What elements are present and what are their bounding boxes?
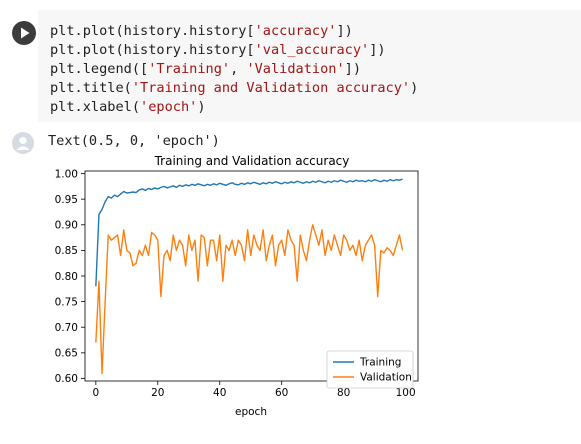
code-string: 'epoch' — [140, 99, 198, 115]
code-editor[interactable]: plt.plot(history.history['accuracy']) plt… — [38, 10, 581, 122]
code-token: plt.plot(history.history[ — [50, 23, 255, 39]
code-token: , — [230, 61, 247, 77]
x-tick-label: 80 — [337, 387, 350, 399]
y-tick-label: 1.00 — [55, 168, 78, 180]
x-tick-label: 0 — [92, 387, 99, 399]
y-tick-label: 0.65 — [55, 348, 78, 360]
code-string: 'Training and Validation accuracy' — [131, 80, 411, 96]
x-tick-label: 40 — [213, 387, 226, 399]
legend-training-label: Training — [359, 357, 401, 369]
x-tick-label: 60 — [275, 387, 288, 399]
x-tick-label: 100 — [396, 387, 416, 399]
code-token: ]) — [336, 23, 353, 39]
code-line: plt.plot(history.history['val_accuracy']… — [50, 41, 386, 59]
y-tick-label: 0.80 — [55, 271, 78, 283]
legend: Training Validation — [326, 350, 414, 389]
series-line-validation — [95, 224, 404, 375]
x-tick-label: 20 — [151, 387, 164, 399]
code-cell[interactable]: plt.plot(history.history['accuracy']) plt… — [0, 10, 581, 122]
series-line-training — [95, 178, 403, 287]
output-text: Text(0.5, 0, 'epoch') — [48, 133, 220, 149]
y-tick-label: 0.90 — [55, 220, 78, 232]
code-line: plt.plot(history.history['accuracy']) — [50, 22, 353, 40]
x-axis-label: epoch — [235, 406, 267, 418]
play-icon — [21, 27, 30, 39]
code-token: ) — [410, 80, 419, 96]
code-string: 'val_accuracy' — [254, 42, 370, 58]
legend-validation-label: Validation — [360, 372, 412, 384]
y-tick-label: 0.75 — [55, 296, 78, 308]
code-string: 'Training' — [148, 61, 231, 77]
code-string: 'accuracy' — [254, 23, 337, 39]
y-tick-label: 0.70 — [55, 322, 78, 334]
code-line: plt.xlabel('epoch') — [50, 98, 206, 116]
code-string: 'Validation' — [246, 61, 345, 77]
code-token: plt.title( — [50, 80, 132, 96]
code-line: plt.legend(['Training', 'Validation']) — [50, 60, 361, 78]
y-tick-label: 0.85 — [55, 245, 78, 257]
legend-box — [326, 350, 414, 389]
code-token: ]) — [369, 42, 386, 58]
user-output-icon — [16, 136, 30, 150]
chart-title: Training and Validation accuracy — [154, 154, 350, 168]
code-token: plt.xlabel( — [50, 99, 141, 115]
output-area: Text(0.5, 0, 'epoch') Training and Valid… — [0, 128, 581, 444]
y-tick-label: 0.60 — [55, 373, 78, 385]
code-token: ]) — [344, 61, 362, 77]
accuracy-chart: Training and Validation accuracy 0 20 40 60… — [55, 154, 419, 418]
code-token: plt.legend([ — [50, 61, 149, 77]
code-token: plt.plot(history.history[ — [50, 42, 255, 58]
run-cell-button[interactable] — [12, 21, 36, 45]
y-tick-label: 0.95 — [55, 194, 78, 206]
output-icon — [12, 132, 34, 154]
plot-frame — [84, 170, 419, 382]
code-line: plt.title('Training and Validation accur… — [50, 79, 418, 97]
code-token: ) — [197, 99, 206, 115]
